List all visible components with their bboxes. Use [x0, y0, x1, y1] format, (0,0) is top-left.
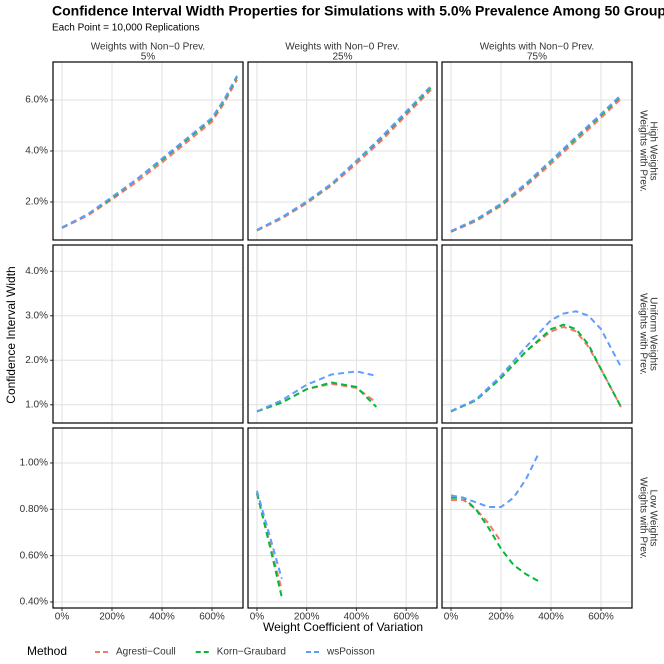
legend-title: Method — [27, 644, 67, 658]
series-line — [256, 381, 378, 413]
x-tick-label: 400% — [344, 612, 370, 623]
panel-background — [248, 428, 437, 608]
panel-border — [52, 427, 244, 609]
series-line — [61, 75, 238, 229]
chart-subtitle: Each Point = 10,000 Replications — [52, 23, 200, 34]
y-tick-label: 4.0% — [25, 146, 48, 157]
column-strip-label: 75% — [527, 52, 547, 63]
chart-title: Confidence Interval Width Properties for… — [52, 3, 664, 19]
panel-border — [441, 61, 633, 241]
panel-background — [53, 428, 243, 608]
legend-label: Agresti−Coull — [116, 647, 176, 658]
y-tick-label: 4.0% — [25, 266, 48, 277]
panel-border — [247, 244, 438, 424]
x-tick-label: 200% — [488, 612, 514, 623]
x-tick-label: 0% — [444, 612, 459, 623]
x-tick-label: 0% — [55, 612, 70, 623]
series-line — [450, 453, 540, 508]
panel-border — [52, 61, 244, 241]
column-strip-label: Weights with Non−0 Prev. — [480, 42, 594, 53]
series-line — [451, 499, 502, 543]
series-line — [451, 496, 539, 583]
column-strip-label: Weights with Non−0 Prev. — [91, 42, 205, 53]
legend-label: Korn−Graubard — [217, 647, 286, 658]
row-strip-label: Weights with Prev. — [637, 477, 648, 559]
panel-border — [441, 427, 633, 609]
y-tick-label: 1.00% — [20, 458, 48, 469]
x-tick-label: 600% — [393, 612, 419, 623]
panel-border — [52, 244, 244, 424]
series-line — [450, 310, 622, 412]
series-line — [256, 89, 432, 232]
series-line — [255, 492, 283, 598]
column-strip-label: 5% — [141, 52, 156, 63]
panel-border — [441, 244, 633, 424]
panel-background — [442, 245, 632, 423]
x-tick-label: 400% — [149, 612, 175, 623]
y-tick-label: 3.0% — [25, 310, 48, 321]
x-tick-label: 200% — [294, 612, 320, 623]
panel-background — [248, 245, 437, 423]
x-tick-label: 0% — [250, 612, 265, 623]
row-strip-label: Uniform Weights — [647, 297, 658, 371]
y-tick-label: 2.0% — [25, 197, 48, 208]
series-line — [256, 370, 377, 413]
series-line — [450, 323, 622, 413]
column-strip-label: Weights with Non−0 Prev. — [285, 42, 399, 53]
x-tick-label: 400% — [538, 612, 564, 623]
panel-border — [247, 61, 438, 241]
x-tick-label: 200% — [99, 612, 125, 623]
legend-label: wsPoisson — [326, 647, 375, 658]
series-line — [255, 490, 283, 580]
panel-border — [247, 427, 438, 609]
row-strip-label: Low Weights — [647, 489, 658, 546]
column-strip-label: 25% — [332, 52, 352, 63]
x-tick-label: 600% — [588, 612, 614, 623]
x-tick-label: 600% — [199, 612, 225, 623]
y-tick-label: 0.40% — [20, 597, 48, 608]
y-tick-label: 1.0% — [25, 399, 48, 410]
panel-background — [53, 245, 243, 423]
series-line — [450, 94, 622, 232]
row-strip-label: High Weights — [647, 121, 658, 180]
y-axis-label: Confidence Interval Width — [4, 266, 18, 403]
x-axis-label: Weight Coefficient of Variation — [263, 620, 423, 634]
y-tick-label: 0.80% — [20, 504, 48, 515]
y-tick-label: 2.0% — [25, 355, 48, 366]
series-line — [256, 85, 432, 231]
y-tick-label: 6.0% — [25, 95, 48, 106]
y-tick-label: 0.60% — [20, 550, 48, 561]
row-strip-label: Weights with Prev. — [637, 293, 648, 375]
series-line — [450, 97, 622, 233]
row-strip-label: Weights with Prev. — [637, 110, 648, 192]
